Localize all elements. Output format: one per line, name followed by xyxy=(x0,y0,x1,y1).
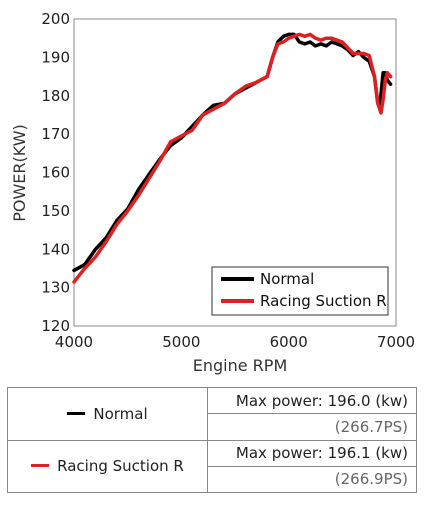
model-name-racing: Racing Suction R xyxy=(57,457,184,476)
x-tick-label: 5000 xyxy=(162,333,200,351)
y-tick-label: 180 xyxy=(41,87,70,105)
x-axis-title: Engine RPM xyxy=(193,356,288,375)
max-power-racing: Max power: 196.1 (kw) xyxy=(207,439,417,467)
max-power-normal: Max power: 196.0 (kw) xyxy=(207,386,417,415)
series-lines xyxy=(72,32,393,284)
swatch-racing xyxy=(31,464,50,468)
model-cell-racing: Racing Suction R xyxy=(7,439,208,493)
x-ticks: 4000 5000 6000 7000 xyxy=(55,333,415,351)
x-tick-label: 6000 xyxy=(270,333,308,351)
legend-label-racing: Racing Suction R xyxy=(260,292,387,310)
y-axis-title: POWER(KW) xyxy=(10,124,29,222)
y-tick-label: 120 xyxy=(41,317,70,335)
y-tick-label: 150 xyxy=(41,202,70,220)
power-chart: 120 130 140 150 160 170 180 190 200 4000 5000 6000… xyxy=(10,10,415,375)
table-row: Racing Suction R Max power: 196.1 (kw) xyxy=(7,439,417,493)
ps-racing: (266.9PS) xyxy=(207,465,417,494)
model-cell-normal: Normal xyxy=(7,387,208,441)
y-tick-label: 200 xyxy=(41,10,70,28)
spec-table: Normal Max power: 196.0 (kw) (266.7PS) R… xyxy=(7,386,417,494)
legend: Normal Racing Suction R xyxy=(211,266,389,316)
swatch-normal xyxy=(67,411,86,415)
y-tick-label: 170 xyxy=(41,125,70,143)
ps-normal: (266.7PS) xyxy=(207,413,417,441)
table-row: Normal Max power: 196.0 (kw) xyxy=(7,386,417,441)
y-tick-label: 130 xyxy=(41,279,70,297)
legend-label-normal: Normal xyxy=(260,270,314,288)
x-tick-label: 7000 xyxy=(377,333,415,351)
y-tick-label: 140 xyxy=(41,240,70,258)
series-line-racing-suction-r xyxy=(72,32,393,284)
x-tick-label: 4000 xyxy=(55,333,93,351)
legend-box xyxy=(211,266,389,316)
y-tick-label: 160 xyxy=(41,164,70,182)
y-tick-label: 190 xyxy=(41,48,70,66)
table-row: (266.9PS) xyxy=(8,465,417,494)
table-row: (266.7PS) xyxy=(8,413,417,441)
model-name-normal: Normal xyxy=(93,404,148,423)
y-ticks: 120 130 140 150 160 170 180 190 200 xyxy=(41,10,70,335)
